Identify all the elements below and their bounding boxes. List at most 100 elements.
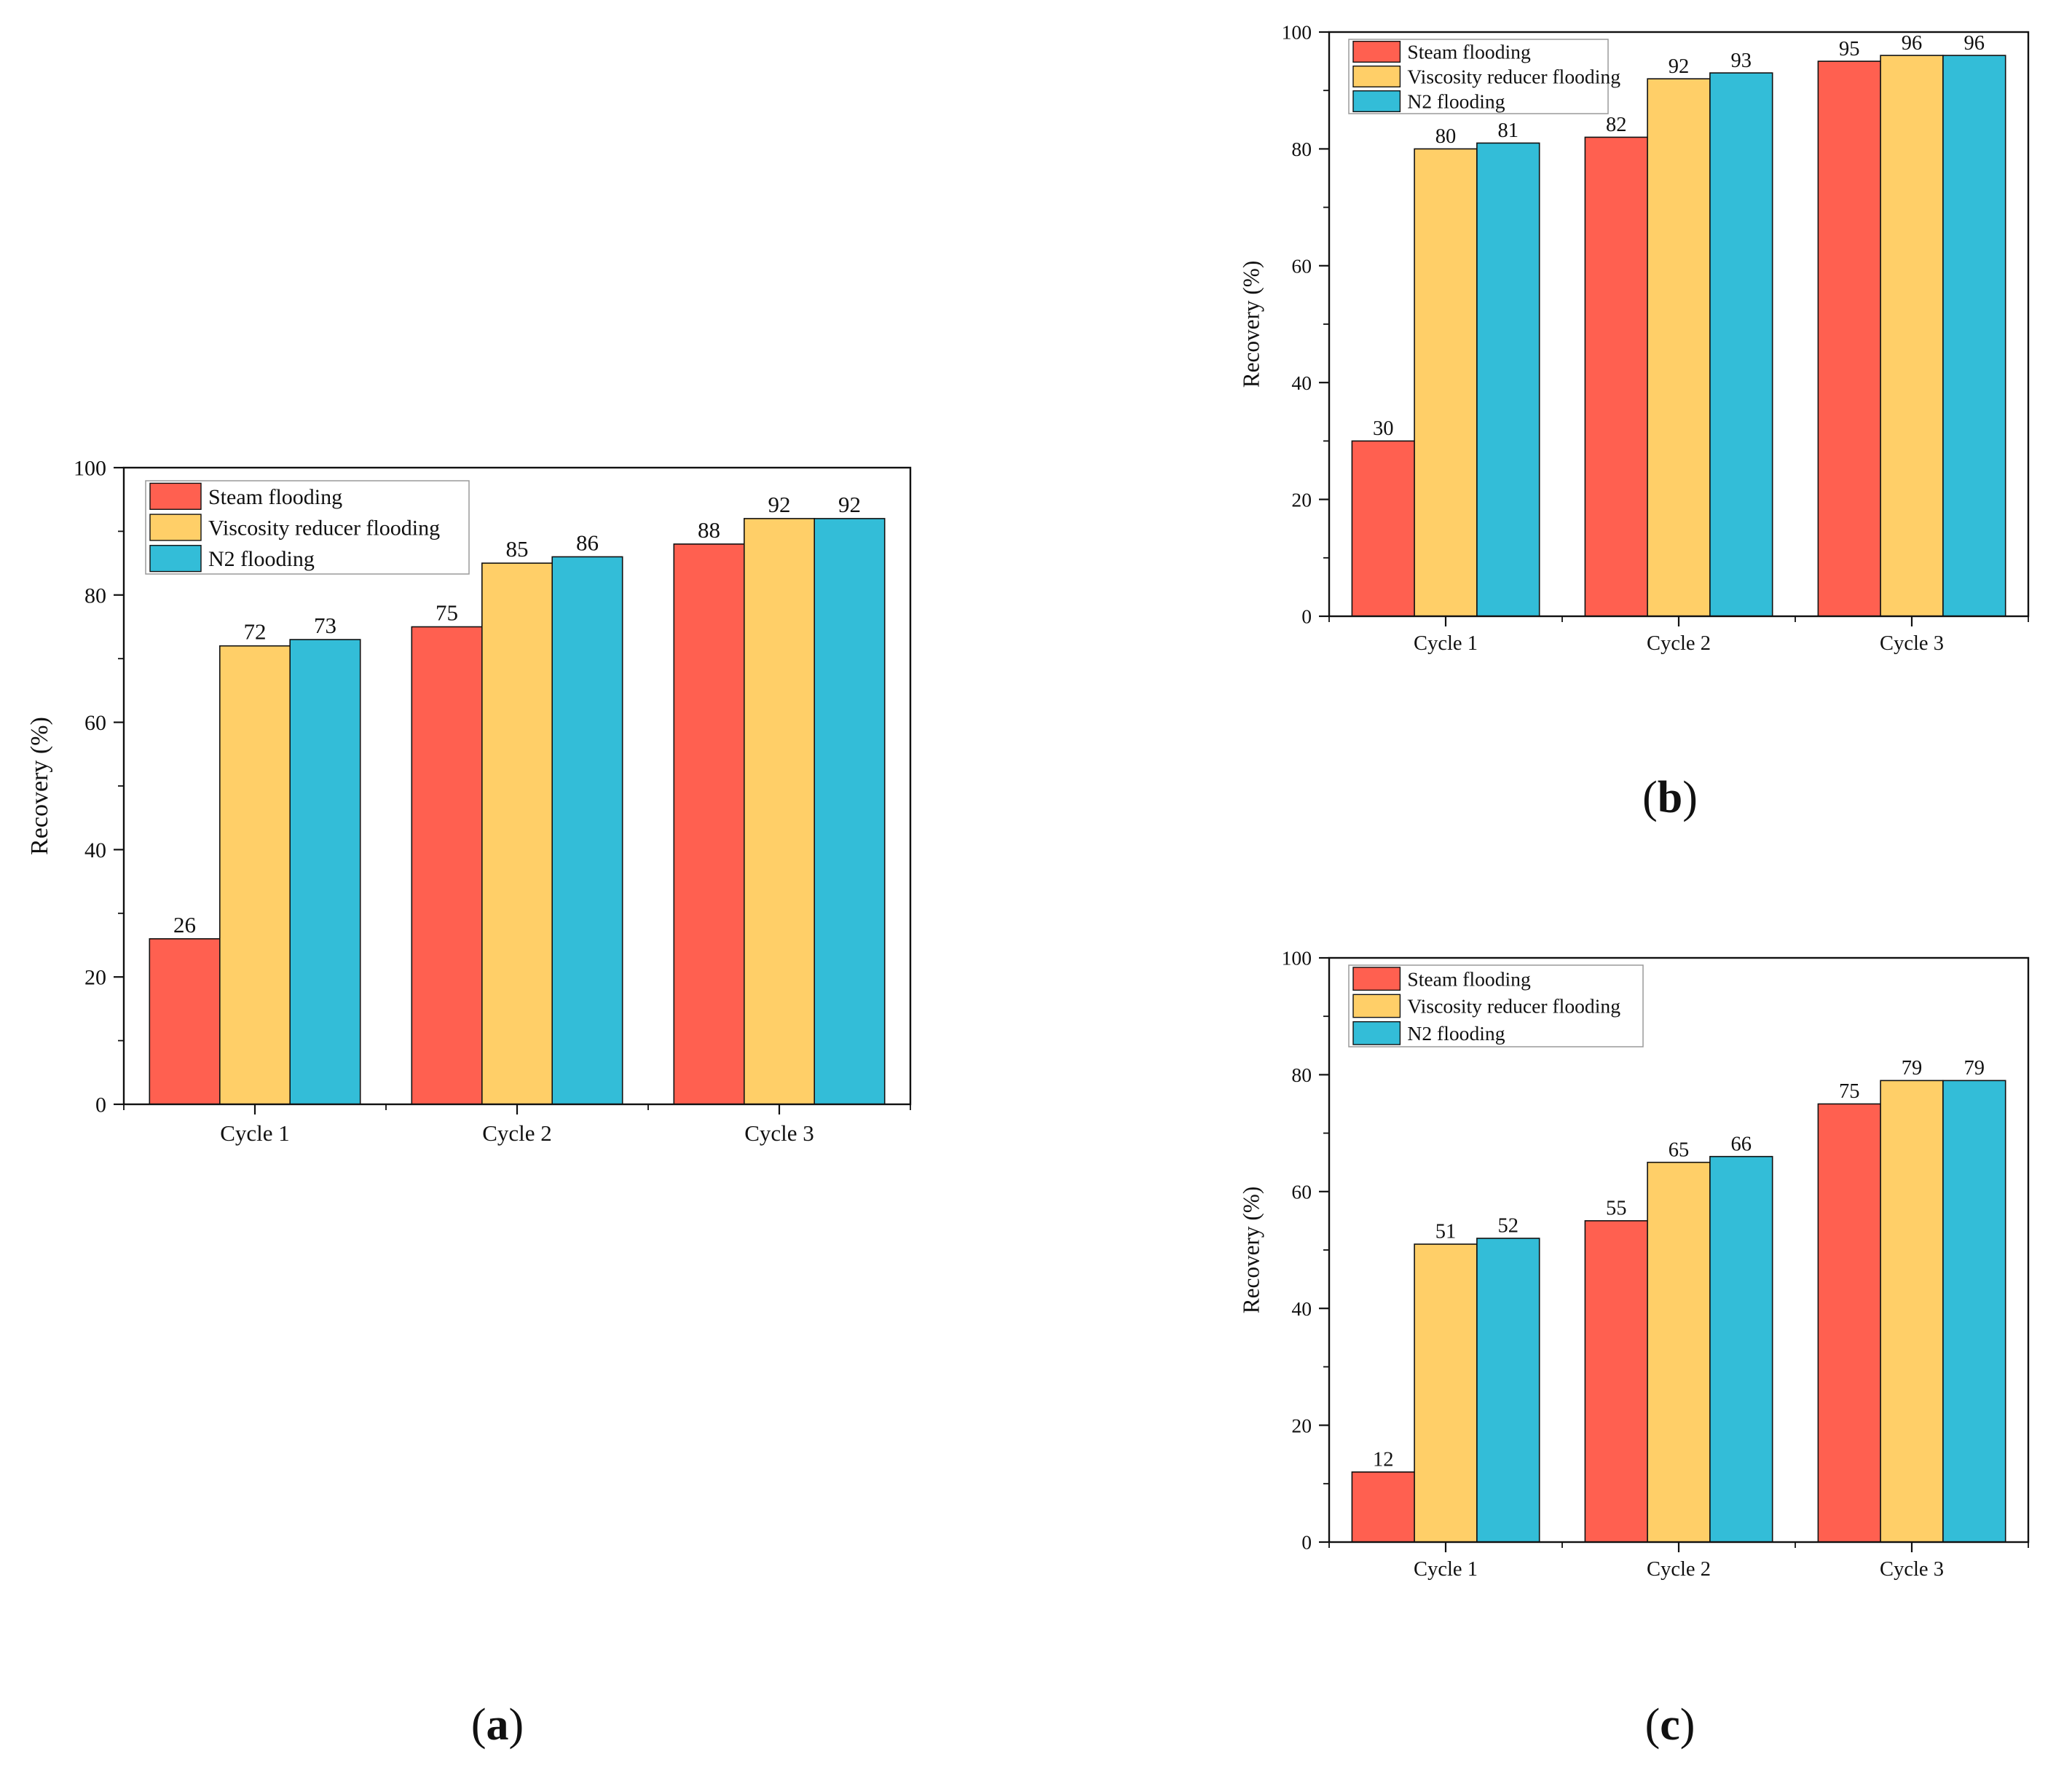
- y-tick-label: 0: [95, 1093, 106, 1117]
- data-label: 26: [173, 912, 196, 937]
- legend-label: Steam flooding: [208, 485, 342, 509]
- bar: [551, 556, 623, 1105]
- legend-label: Viscosity reducer flooding: [208, 516, 440, 540]
- y-tick-label: 100: [1282, 21, 1312, 44]
- panel-label-letter: b: [1658, 773, 1682, 822]
- legend: Steam flooding Viscosity reducer flooding…: [145, 480, 470, 575]
- y-tick-label: 20: [84, 966, 106, 990]
- data-label: 52: [1498, 1215, 1519, 1238]
- bar: [289, 639, 361, 1105]
- bar: [1942, 55, 2006, 617]
- data-label: 75: [1839, 1080, 1860, 1103]
- y-tick-label: 80: [1291, 138, 1312, 160]
- data-label: 55: [1606, 1198, 1627, 1220]
- steam-series: 26 75 88: [149, 517, 745, 1105]
- y-tick-label: 100: [1282, 947, 1312, 970]
- data-label: 81: [1498, 119, 1519, 142]
- x-tick-label: Cycle 1: [1414, 1558, 1478, 1581]
- data-label: 95: [1839, 38, 1860, 60]
- data-label: 12: [1373, 1449, 1394, 1471]
- data-label: 82: [1606, 114, 1627, 136]
- data-label: 79: [1964, 1057, 1985, 1080]
- data-label: 75: [436, 600, 458, 626]
- bar: [814, 518, 886, 1105]
- data-label: 65: [1669, 1139, 1690, 1161]
- data-label: 66: [1731, 1133, 1752, 1155]
- chart-panel-a: 26 75 88 72 85 92 73 86 92 0 20 40 60 80 100 Cycle 1 Cyc…: [26, 457, 912, 1750]
- y-tick-label: 0: [1301, 605, 1312, 628]
- x-tick-label: Cycle 3: [1880, 1558, 1944, 1581]
- legend-label: N2 flooding: [1407, 90, 1505, 113]
- data-label: 92: [1669, 55, 1690, 78]
- y-tick-label: 60: [84, 711, 106, 735]
- y-tick-label: 60: [1291, 1180, 1312, 1203]
- legend-label: N2 flooding: [208, 547, 315, 571]
- chart-panel-c: 12 55 75 51 65 79 52 66 79 0 20 40 60 80 100 Cycle 1 Cyc…: [1238, 947, 2030, 1750]
- bar: [1709, 1155, 1773, 1543]
- bar: [1880, 1080, 1944, 1543]
- bar: [1647, 1161, 1711, 1543]
- y-tick-label: 80: [84, 583, 106, 608]
- y-axis-title: Recovery (%): [1238, 1187, 1264, 1313]
- bar: [481, 562, 554, 1105]
- legend-swatch: [1352, 90, 1401, 112]
- data-label: 96: [1902, 32, 1923, 55]
- n2-series: 81 93 96: [1476, 32, 2006, 617]
- viscosity-series: 80 92 96: [1414, 32, 1944, 617]
- legend-swatch: [1352, 994, 1401, 1018]
- viscosity-series: 51 65 79: [1414, 1057, 1944, 1543]
- data-label: 30: [1373, 417, 1394, 440]
- legend-swatch: [149, 545, 202, 573]
- legend-label: Steam flooding: [1407, 967, 1531, 990]
- x-tick-label: Cycle 2: [1647, 1558, 1711, 1581]
- y-tick-label: 60: [1291, 254, 1312, 277]
- legend-label: Steam flooding: [1407, 41, 1531, 63]
- x-tick-label: Cycle 3: [744, 1120, 814, 1146]
- bar: [1351, 440, 1416, 617]
- data-label: 92: [838, 492, 861, 517]
- n2-series: 52 66 79: [1476, 1057, 2006, 1543]
- bar: [218, 645, 291, 1105]
- legend-swatch: [1352, 1021, 1401, 1045]
- y-tick-label: 80: [1291, 1064, 1312, 1086]
- x-tick-label: Cycle 1: [220, 1120, 290, 1146]
- legend-swatch: [149, 482, 202, 510]
- bar: [1584, 1220, 1648, 1543]
- steam-series: 12 55 75: [1351, 1080, 1881, 1543]
- panel-label-open: (: [471, 1700, 487, 1750]
- bar: [1709, 72, 1773, 617]
- bar: [1476, 1238, 1540, 1543]
- panel-label-close: ): [1680, 1700, 1695, 1750]
- bar: [1817, 1103, 1881, 1543]
- data-label: 72: [244, 619, 267, 645]
- data-label: 96: [1964, 32, 1985, 55]
- bar: [149, 938, 221, 1105]
- bar: [1942, 1080, 2006, 1543]
- y-tick-label: 100: [74, 457, 106, 481]
- chart-panel-b: 30 82 95 80 92 96 81 93 96 0 20 40 60 80 100 Cycle 1 Cyc…: [1238, 21, 2030, 822]
- x-tick-label: Cycle 2: [482, 1120, 552, 1146]
- data-label: 88: [698, 517, 720, 543]
- y-axis-title: Recovery (%): [26, 717, 53, 855]
- n2-series: 73 86 92: [289, 492, 886, 1105]
- viscosity-series: 72 85 92: [218, 492, 816, 1105]
- bar: [411, 626, 483, 1105]
- panel-label-close: ): [509, 1700, 524, 1750]
- bar: [1647, 78, 1711, 617]
- legend: Steam flooding Viscosity reducer flooding…: [1348, 39, 1620, 114]
- data-label: 86: [576, 530, 599, 555]
- y-tick-label: 0: [1301, 1531, 1312, 1554]
- data-label: 79: [1902, 1057, 1923, 1080]
- panel-label-letter: c: [1660, 1700, 1680, 1750]
- bar: [1414, 1243, 1478, 1543]
- panel-label: (b): [1642, 773, 1698, 822]
- legend: Steam flooding Viscosity reducer flooding…: [1348, 964, 1644, 1047]
- panel-label-open: (: [1645, 1700, 1661, 1750]
- legend-label: Viscosity reducer flooding: [1407, 995, 1620, 1018]
- panel-label: (c): [1645, 1700, 1695, 1750]
- y-tick-label: 40: [1291, 371, 1312, 394]
- steam-series: 30 82 95: [1351, 38, 1881, 617]
- data-label: 73: [314, 613, 336, 638]
- legend-swatch: [149, 514, 202, 541]
